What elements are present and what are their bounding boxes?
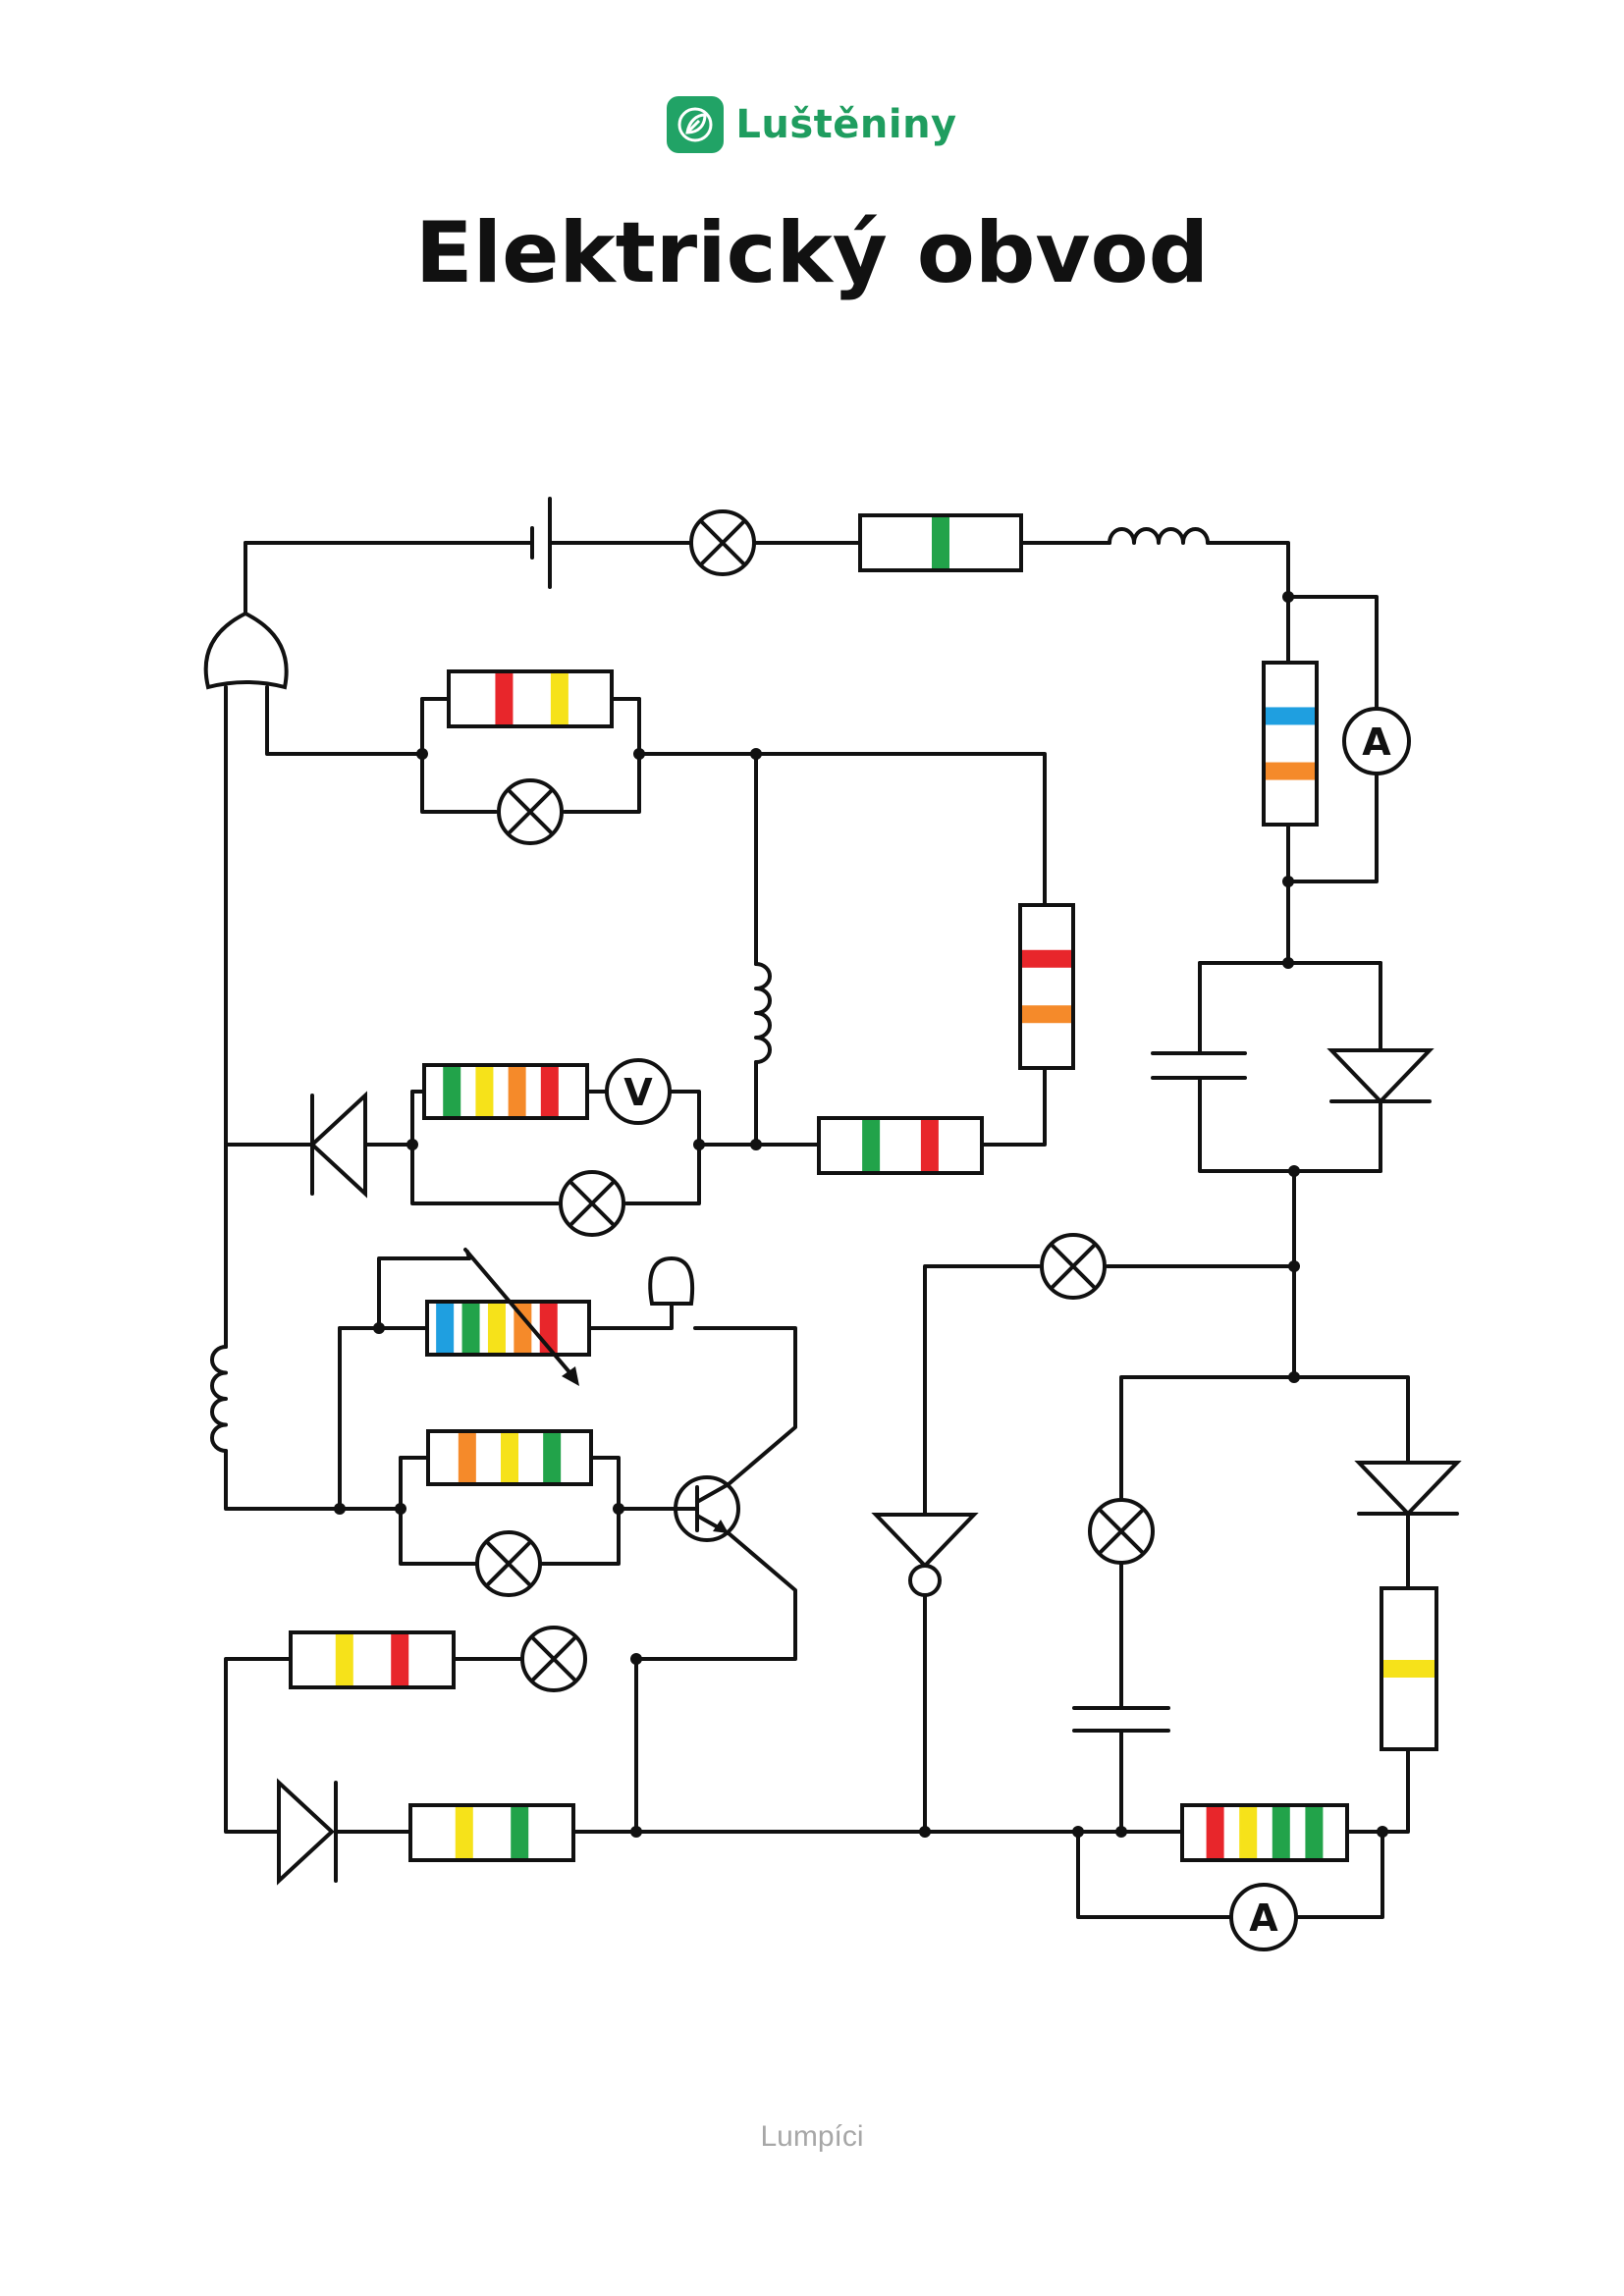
wires bbox=[224, 541, 1410, 1919]
diode-icon bbox=[309, 1091, 367, 1199]
resistor-body bbox=[1018, 903, 1075, 1070]
resistor-icon bbox=[817, 1116, 984, 1175]
capacitor-icon bbox=[1072, 1706, 1170, 1733]
resistor-icon bbox=[426, 1429, 593, 1486]
diode-icon bbox=[1354, 1461, 1462, 1517]
resistor-icon bbox=[1380, 1586, 1438, 1751]
resistor-band-green bbox=[511, 1807, 529, 1858]
resistor-band-green bbox=[461, 1304, 480, 1353]
resistor-band-red bbox=[540, 1067, 559, 1116]
resistor-outline bbox=[408, 1803, 575, 1862]
resistor-body bbox=[1262, 661, 1319, 827]
svg-text:A: A bbox=[1362, 721, 1391, 764]
diode-icon bbox=[1326, 1048, 1435, 1104]
lamp-icon bbox=[475, 1530, 542, 1597]
resistor-band-red bbox=[495, 673, 514, 724]
page-title: Elektrický obvod bbox=[414, 204, 1210, 302]
resistor-icon bbox=[425, 1300, 591, 1357]
resistor-band-blue bbox=[436, 1304, 455, 1353]
resistors bbox=[289, 513, 1438, 1862]
resistor-band-blue bbox=[1266, 707, 1315, 725]
resistor-outline bbox=[447, 669, 614, 728]
resistor-outline bbox=[1018, 903, 1075, 1070]
battery-icon bbox=[530, 497, 552, 589]
resistor-band-green bbox=[1305, 1807, 1324, 1858]
resistor-band-yellow bbox=[335, 1634, 353, 1685]
resistor-icon bbox=[1018, 903, 1075, 1070]
leaf-logo-icon bbox=[667, 96, 725, 153]
resistor-band-yellow bbox=[501, 1433, 518, 1482]
lamp-icon bbox=[1040, 1233, 1107, 1300]
resistor-icon bbox=[1262, 661, 1319, 827]
resistor-outline bbox=[426, 1429, 593, 1486]
resistor-band-green bbox=[543, 1433, 562, 1482]
resistor-icon bbox=[408, 1803, 575, 1862]
resistor-band-green bbox=[862, 1120, 881, 1171]
resistor-icon bbox=[289, 1630, 456, 1689]
svg-text:V: V bbox=[623, 1071, 653, 1114]
voltmeter-icon: V bbox=[605, 1058, 672, 1125]
inductor-icon bbox=[1108, 527, 1210, 545]
lamp-icon bbox=[689, 509, 756, 576]
diode-icon bbox=[277, 1778, 338, 1886]
resistor-icon bbox=[1180, 1803, 1349, 1862]
resistor-band-red bbox=[391, 1634, 409, 1685]
resistor-outline bbox=[858, 513, 1023, 572]
resistor-icon bbox=[422, 1063, 589, 1120]
capacitor-icon bbox=[1151, 1051, 1247, 1080]
resistor-band-yellow bbox=[475, 1067, 494, 1116]
not-gate-icon bbox=[871, 1513, 979, 1597]
resistor-band-orange bbox=[1266, 762, 1315, 780]
or-gate-icon bbox=[203, 611, 289, 690]
resistor-band-red bbox=[1022, 949, 1071, 968]
resistor-band-yellow bbox=[1383, 1660, 1435, 1678]
resistor-band-green bbox=[932, 517, 949, 568]
ammeter-icon: A bbox=[1342, 707, 1411, 775]
resistor-body bbox=[408, 1803, 575, 1862]
resistor-band-yellow bbox=[487, 1304, 506, 1353]
transistor-icon bbox=[674, 1475, 740, 1542]
resistor-band-yellow bbox=[550, 673, 568, 724]
brand-name: Luštěniny bbox=[735, 102, 957, 147]
resistor-band-orange bbox=[1022, 1005, 1071, 1024]
resistor-band-green bbox=[1272, 1807, 1290, 1858]
resistor-band-orange bbox=[458, 1433, 476, 1482]
resistor-band-green bbox=[443, 1067, 461, 1116]
ammeter-icon: A bbox=[1229, 1883, 1298, 1951]
resistor-body bbox=[817, 1116, 984, 1175]
resistor-body bbox=[289, 1630, 456, 1689]
lamp-icon bbox=[1088, 1498, 1155, 1565]
resistor-icon bbox=[858, 513, 1023, 572]
resistor-outline bbox=[422, 1063, 589, 1120]
gate-icon bbox=[648, 1255, 695, 1306]
inductor-icon bbox=[210, 1345, 228, 1453]
resistor-band-orange bbox=[508, 1067, 526, 1116]
resistor-band-yellow bbox=[455, 1807, 473, 1858]
resistor-band-orange bbox=[514, 1304, 532, 1353]
lamp-icon bbox=[559, 1170, 625, 1237]
resistor-outline bbox=[817, 1116, 984, 1175]
inductor-icon bbox=[754, 962, 772, 1064]
resistor-outline bbox=[1262, 661, 1319, 827]
resistor-outline bbox=[1180, 1803, 1349, 1862]
resistor-band-red bbox=[1206, 1807, 1224, 1858]
brand-logo: Luštěniny bbox=[0, 95, 1624, 154]
resistor-outline bbox=[289, 1630, 456, 1689]
footer-author: Lumpíci bbox=[760, 2120, 864, 2153]
resistor-band-yellow bbox=[1239, 1807, 1258, 1858]
resistor-outline bbox=[1380, 1586, 1438, 1751]
lamp-icon bbox=[497, 778, 564, 845]
junction-dots bbox=[334, 591, 1388, 1838]
resistor-icon bbox=[447, 669, 614, 728]
resistor-band-red bbox=[920, 1120, 939, 1171]
variable-resistor-arrow bbox=[463, 1248, 579, 1386]
svg-text:A: A bbox=[1249, 1896, 1278, 1940]
lamp-icon bbox=[520, 1626, 587, 1692]
resistor-body bbox=[447, 669, 614, 728]
